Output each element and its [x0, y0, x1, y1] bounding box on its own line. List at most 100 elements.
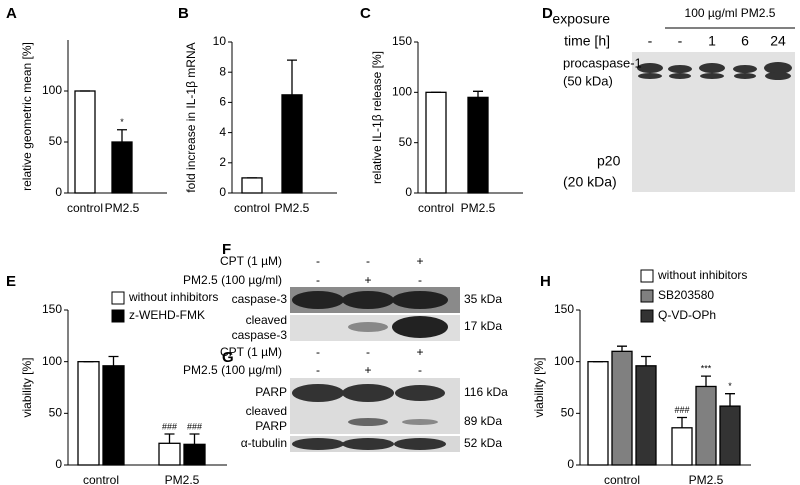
legend-swatch — [111, 309, 125, 323]
x-tick-label: PM2.5 — [461, 201, 496, 215]
band-label: caspase-3 — [232, 292, 288, 306]
band-label: (20 kDa) — [563, 174, 617, 190]
panel-label: B — [178, 5, 189, 22]
x-tick-label: control — [67, 201, 103, 215]
band-label: PARP — [255, 419, 287, 433]
error-bar — [677, 416, 687, 428]
y-tick-label: 150 — [392, 34, 412, 48]
y-tick-label: 10 — [213, 34, 227, 48]
y-tick-label: 150 — [554, 302, 574, 316]
x-tick-label: PM2.5 — [165, 473, 200, 485]
y-tick-label: 8 — [219, 64, 226, 78]
lane-label: - — [648, 33, 653, 49]
error-bar — [617, 345, 627, 352]
band-label: PARP — [255, 385, 287, 399]
legend-label: z-WEHD-FMK — [129, 308, 205, 322]
error-bar — [701, 375, 711, 387]
panel-label: G — [222, 349, 234, 366]
band-size: 89 kDa — [464, 414, 502, 428]
y-tick-label: 4 — [219, 125, 226, 139]
y-axis-label: viability [%] — [532, 357, 546, 417]
bar — [77, 361, 100, 466]
blot-treatment: 100 µg/ml PM2.5 — [685, 6, 776, 20]
panel-label: H — [540, 273, 551, 290]
lane-label: - — [366, 345, 370, 359]
legend-label: without inhibitors — [128, 290, 218, 304]
band-label: procaspase-1 — [563, 55, 642, 70]
x-tick-label: PM2.5 — [689, 473, 724, 485]
treatment-label: PM2.5 (100 µg/ml) — [183, 273, 282, 287]
band-label: cleaved — [246, 313, 287, 327]
y-axis-label: viability [%] — [20, 357, 34, 417]
band-label: cleaved — [246, 404, 287, 418]
blot-header: time [h] — [564, 33, 610, 49]
annotation: *** — [701, 364, 712, 374]
bar — [281, 94, 303, 194]
y-tick-label: 100 — [42, 354, 62, 368]
bar — [183, 443, 206, 466]
y-axis-label: relative geometric mean [%] — [20, 42, 34, 191]
lane-label: + — [416, 254, 423, 268]
lane-label: - — [678, 33, 683, 49]
error-bar — [641, 355, 651, 366]
bar — [611, 350, 633, 466]
y-tick-label: 6 — [219, 95, 226, 109]
y-tick-label: 2 — [219, 155, 226, 169]
annotation: * — [120, 117, 124, 127]
y-tick-label: 0 — [55, 185, 62, 199]
x-tick-label: control — [234, 201, 270, 215]
blot-header: exposure — [552, 11, 610, 27]
band-label: p20 — [597, 153, 621, 169]
lane-label: 6 — [741, 33, 749, 49]
y-tick-label: 0 — [567, 457, 574, 471]
y-axis-label: relative IL-1β release [%] — [370, 51, 384, 184]
error-bar — [164, 433, 175, 444]
y-tick-label: 50 — [561, 406, 575, 420]
lane-label: - — [418, 363, 422, 377]
y-tick-label: 100 — [42, 83, 62, 97]
y-tick-label: 0 — [219, 185, 226, 199]
bar — [158, 442, 181, 466]
bar — [241, 177, 263, 194]
lane-label: - — [316, 345, 320, 359]
lane-label: - — [366, 254, 370, 268]
bar — [695, 385, 717, 466]
legend-label: SB203580 — [658, 288, 714, 302]
annotation: ### — [162, 421, 177, 431]
panel-label: F — [222, 241, 231, 258]
bar — [719, 405, 741, 466]
lane-label: 24 — [770, 33, 786, 49]
legend-swatch — [640, 269, 654, 283]
y-tick-label: 100 — [392, 85, 412, 99]
y-tick-label: 50 — [49, 134, 63, 148]
band-size: 116 kDa — [464, 385, 508, 399]
lane-label: - — [316, 363, 320, 377]
x-tick-label: control — [83, 473, 119, 485]
panel-label: D — [542, 5, 553, 22]
error-bar — [117, 129, 127, 142]
blot-bands — [292, 62, 792, 450]
bar — [671, 427, 693, 466]
y-axis-label: fold increase in IL-1β mRNA — [184, 42, 198, 192]
y-tick-label: 150 — [42, 302, 62, 316]
treatment-label: CPT (1 µM) — [220, 254, 282, 268]
lane-label: - — [316, 254, 320, 268]
bar — [425, 91, 447, 194]
panel-label: A — [6, 5, 17, 22]
x-tick-label: control — [604, 473, 640, 485]
lane-label: - — [418, 273, 422, 287]
y-tick-label: 0 — [55, 457, 62, 471]
error-bar — [189, 433, 200, 445]
error-bar — [473, 90, 483, 98]
annotation: * — [728, 381, 732, 391]
error-bar — [108, 355, 119, 366]
band-size: 35 kDa — [464, 292, 502, 306]
lane-label: + — [416, 345, 423, 359]
band-size: 17 kDa — [464, 319, 502, 333]
bar — [102, 365, 125, 466]
bar — [467, 96, 489, 194]
band-label: α-tubulin — [241, 436, 287, 450]
legend-label: Q-VD-OPh — [658, 308, 716, 322]
error-bar — [287, 59, 297, 95]
